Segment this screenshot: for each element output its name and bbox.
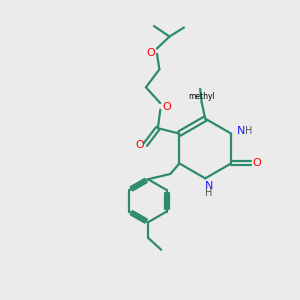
Text: O: O [146,48,155,58]
Text: N: N [205,181,213,191]
Text: O: O [253,158,262,168]
Text: N: N [236,126,245,136]
Text: H: H [245,126,252,136]
Text: methyl: methyl [188,92,215,101]
Text: O: O [135,140,144,150]
Text: O: O [163,102,171,112]
Text: H: H [205,188,212,198]
